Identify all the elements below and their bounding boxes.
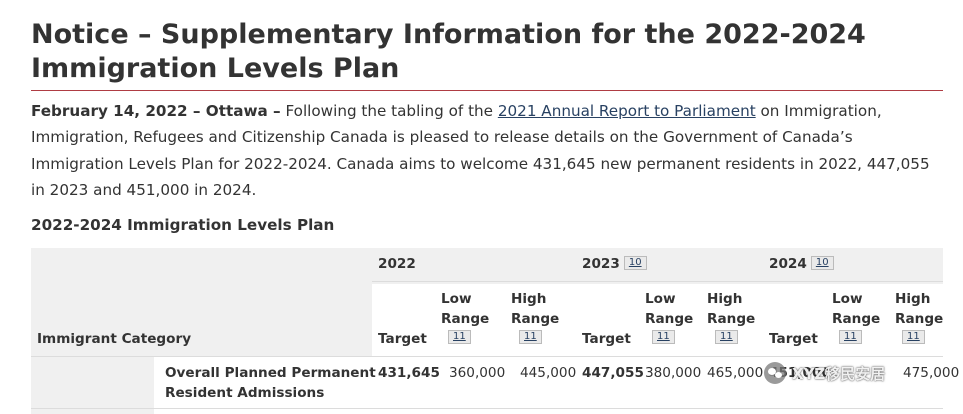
footnote-link-low-2024[interactable]: 11: [839, 330, 862, 344]
footnote-link-high-2024[interactable]: 11: [902, 330, 925, 344]
watermark: XYZ移民安居: [764, 360, 944, 386]
year-header-2022: 2022: [378, 256, 416, 272]
value-2023-high: 465,000: [707, 365, 764, 381]
header-bottom-rule: [31, 356, 943, 357]
footnote-link-high-2023[interactable]: 11: [715, 330, 738, 344]
intro-text-after-link: on Immigration, Immigration, Refugees an…: [31, 102, 930, 199]
year-header-2024: 2024 10: [769, 254, 834, 274]
low-range-header-2023: Low: [645, 291, 676, 307]
title-divider: [31, 90, 943, 91]
value-2024-high: 475,000: [903, 365, 960, 381]
high-range-header-2022: High: [511, 291, 547, 307]
row-bottom-rule: [31, 408, 943, 409]
table-title: 2022-2024 Immigration Levels Plan: [31, 216, 335, 234]
high-range-header-2022-line2: Range: [511, 311, 560, 327]
category-column-header: Immigrant Category: [37, 331, 192, 347]
high-range-header-2023-line2: Range: [707, 311, 756, 327]
annual-report-link[interactable]: 2021 Annual Report to Parliament: [497, 102, 756, 120]
low-range-header-2024-line2: Range: [832, 311, 881, 327]
row-label-line1: Overall Planned Permanent: [165, 365, 376, 381]
wechat-icon: [764, 362, 786, 384]
value-2022-high: 445,000: [520, 365, 577, 381]
value-2023-low: 380,000: [645, 365, 702, 381]
target-header-2022: Target: [378, 331, 427, 347]
target-header-2023: Target: [582, 331, 631, 347]
watermark-text: XYZ移民安居: [792, 364, 886, 383]
high-range-header-2024-line2: Range: [895, 311, 944, 327]
footnote-link-2024[interactable]: 10: [810, 256, 834, 270]
footnote-link-high-2022[interactable]: 11: [519, 330, 542, 344]
low-range-header-2022: Low: [441, 291, 472, 307]
footnote-link-low-2023[interactable]: 11: [652, 330, 675, 344]
target-header-2024: Target: [769, 331, 818, 347]
low-range-header-2023-line2: Range: [645, 311, 694, 327]
header-row-years-bg: [31, 248, 943, 284]
low-range-header-2024: Low: [832, 291, 863, 307]
header-divider: [372, 281, 943, 282]
levels-plan-table: 2022 2023 10 2024 10 Immigrant Category Ta…: [31, 248, 959, 414]
value-2022-low: 360,000: [449, 365, 506, 381]
intro-paragraph: February 14, 2022 – Ottawa – Following t…: [31, 98, 943, 203]
high-range-header-2024: High: [895, 291, 931, 307]
category-header-bg: [31, 284, 372, 357]
value-2022-target: 431,645: [378, 365, 440, 381]
footnote-link-2023[interactable]: 10: [623, 256, 647, 270]
dateline: February 14, 2022 – Ottawa –: [31, 102, 281, 120]
footnote-link-low-2022[interactable]: 11: [448, 330, 471, 344]
page-title: Notice – Supplementary Information for t…: [31, 19, 866, 84]
row-label-line2: Resident Admissions: [165, 385, 325, 401]
row-indent-bg: [31, 357, 154, 414]
year-header-2023: 2023 10: [582, 254, 647, 274]
high-range-header-2023: High: [707, 291, 743, 307]
intro-text-before-link: Following the tabling of the: [280, 102, 498, 120]
low-range-header-2022-line2: Range: [441, 311, 490, 327]
value-2023-target: 447,055: [582, 365, 644, 381]
